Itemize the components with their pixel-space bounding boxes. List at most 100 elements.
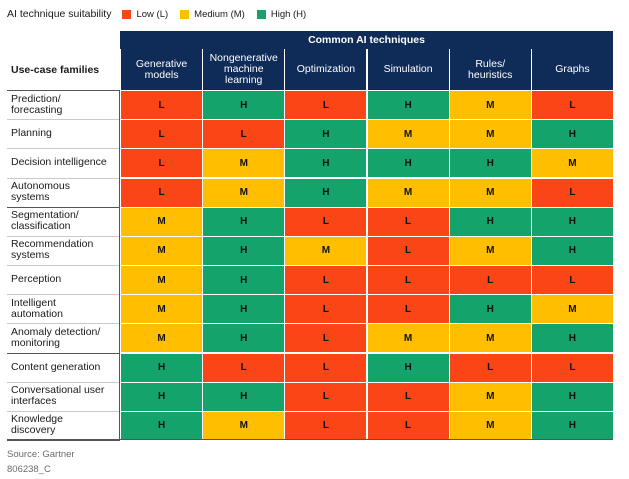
rating-cell: L (448, 352, 531, 382)
rating-cell: M (448, 119, 531, 149)
rating-cell: L (120, 177, 203, 207)
group-divider (7, 206, 120, 208)
row-label: Recommendation systems (11, 238, 94, 262)
row-divider (7, 323, 120, 325)
high-swatch (256, 9, 266, 19)
row-label: Planning (11, 127, 52, 140)
row-label: Conversational user interfaces (11, 384, 105, 408)
rating-cell: H (530, 410, 613, 440)
rating-cell: M (202, 177, 285, 207)
column-header: Generative models (120, 49, 203, 90)
rating-cell: L (366, 410, 449, 440)
rating-cell: H (366, 90, 449, 120)
rating-cell: M (366, 119, 449, 149)
row-divider (7, 410, 120, 412)
row-divider (7, 381, 120, 383)
column-header: Simulation (366, 49, 449, 90)
rating-cell: L (284, 323, 367, 353)
rating-cell: L (284, 206, 367, 236)
rating-cell: L (366, 265, 449, 295)
rating-cell: H (284, 177, 367, 207)
rating-cell: M (202, 410, 285, 440)
rating-cell: H (448, 294, 531, 324)
rating-cell: M (448, 235, 531, 265)
group-divider (7, 440, 120, 441)
group-divider (7, 352, 120, 354)
row-divider (7, 235, 120, 237)
rating-cell: L (202, 352, 285, 382)
column-header: Nongenerative machine learning (202, 49, 285, 90)
rating-cell: H (202, 265, 285, 295)
rating-cell: L (120, 148, 203, 178)
figure-id: 806238_C (7, 464, 51, 475)
table-bottom-border (7, 439, 613, 440)
rating-cell: H (530, 119, 613, 149)
rating-cell: L (448, 265, 531, 295)
row-header: Use-case families (11, 63, 100, 76)
legend-item-high: High (H) (256, 8, 307, 20)
rating-cell: H (120, 410, 203, 440)
rating-cell: M (530, 148, 613, 178)
rating-cell: M (448, 90, 531, 120)
row-divider (7, 294, 120, 296)
rating-cell: L (530, 90, 613, 120)
rating-cell: M (120, 294, 203, 324)
rating-cell: M (448, 410, 531, 440)
rating-cell: H (202, 323, 285, 353)
rating-cell: H (120, 381, 203, 411)
row-label: Knowledge discovery (11, 413, 63, 437)
rating-cell: L (284, 90, 367, 120)
legend-item-medium: Medium (M) (180, 9, 245, 20)
rating-cell: L (284, 294, 367, 324)
rating-cell: M (448, 323, 531, 353)
rating-cell: L (530, 177, 613, 207)
rating-cell: H (202, 381, 285, 411)
group-divider (7, 90, 120, 91)
rating-cell: H (202, 235, 285, 265)
rating-cell: L (202, 119, 285, 149)
rating-cell: H (448, 206, 531, 236)
rating-cell: M (120, 265, 203, 295)
rating-cell: M (366, 323, 449, 353)
rating-cell: L (530, 265, 613, 295)
legend-label-high: High (H) (270, 8, 307, 20)
rating-cell: H (284, 119, 367, 149)
legend: AI technique suitability Low (L) Medium … (7, 8, 318, 20)
legend-item-low: Low (L) (122, 9, 168, 20)
row-label: Perception (11, 273, 62, 286)
legend-label-low: Low (L) (136, 8, 169, 20)
rating-cell: M (284, 235, 367, 265)
rating-cell: L (366, 206, 449, 236)
column-header: Optimization (284, 49, 367, 90)
rating-cell: H (120, 352, 203, 382)
row-divider (7, 148, 120, 150)
rating-cell: M (448, 177, 531, 207)
rating-cell: L (530, 352, 613, 382)
medium-swatch (180, 9, 190, 19)
rating-cell: H (530, 323, 613, 353)
rating-cell: L (120, 90, 203, 120)
rating-cell: M (530, 294, 613, 324)
rating-cell: M (202, 148, 285, 178)
legend-label-medium: Medium (M) (194, 8, 245, 20)
row-label: Prediction/ forecasting (11, 92, 63, 116)
row-label: Content generation (11, 360, 101, 373)
row-divider (7, 265, 120, 266)
column-header: Rules/ heuristics (448, 49, 531, 90)
rating-cell: L (284, 265, 367, 295)
rating-cell: H (202, 206, 285, 236)
source-note: Source: Gartner (7, 449, 75, 460)
rating-cell: L (284, 381, 367, 411)
row-label: Intelligent automation (11, 296, 63, 320)
rating-cell: L (366, 294, 449, 324)
rating-cell: L (284, 410, 367, 440)
legend-title: AI technique suitability (7, 8, 112, 20)
rating-cell: H (366, 352, 449, 382)
low-swatch (122, 9, 132, 19)
matrix-title: Common AI techniques (120, 31, 613, 49)
row-divider (7, 119, 120, 121)
rating-cell: L (366, 235, 449, 265)
row-divider (7, 177, 120, 179)
rating-cell: M (120, 323, 203, 353)
label-column-divider (119, 90, 120, 440)
